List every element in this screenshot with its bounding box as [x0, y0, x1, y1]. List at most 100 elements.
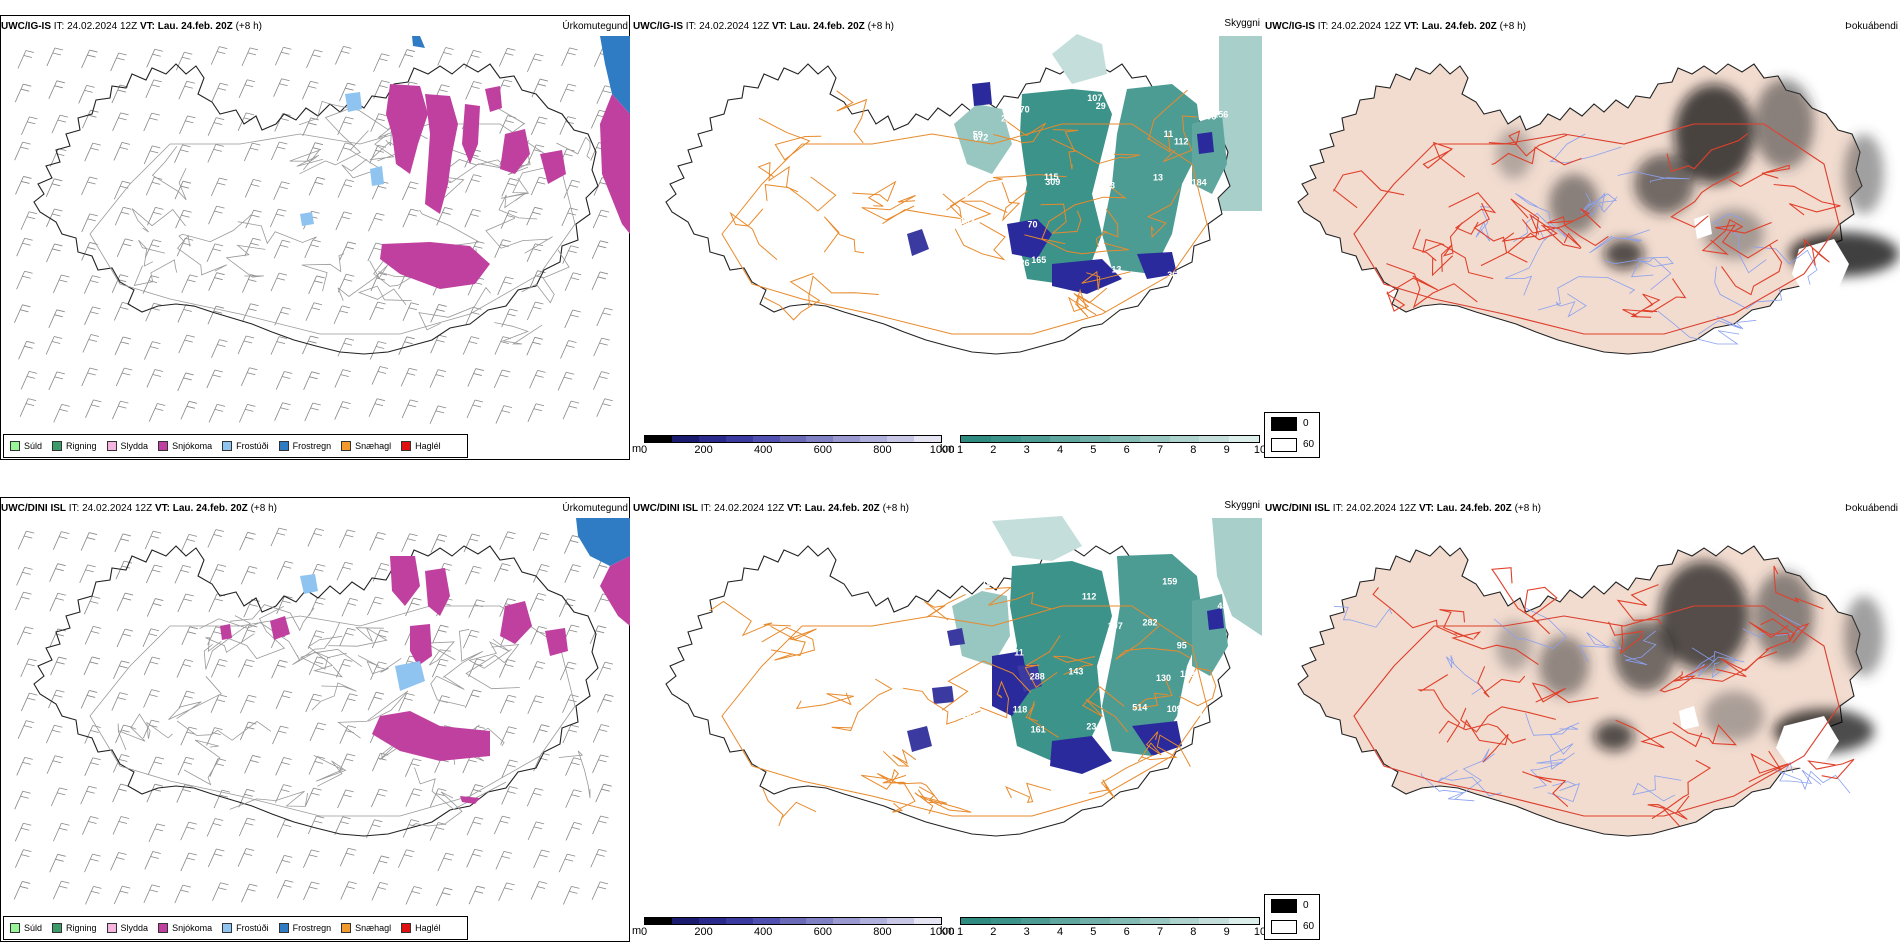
colorbar-swatch [645, 918, 672, 924]
road-line [500, 166, 551, 199]
snow-area [600, 94, 630, 234]
visibility-value-label: 23 [1086, 722, 1096, 732]
road-line [980, 680, 1010, 719]
colorbar-swatch [1229, 436, 1259, 442]
visibility-area [1102, 554, 1204, 756]
wind-barb [336, 561, 354, 581]
wind-barb [468, 885, 486, 905]
wind-barb [244, 179, 262, 198]
wind-barb [593, 371, 610, 390]
road-line [1477, 666, 1526, 698]
road-line [485, 217, 553, 254]
road-line [1504, 240, 1545, 296]
colorbar-tick-label: 8 [1190, 444, 1197, 456]
wind-barb [48, 689, 65, 709]
wind-barb [526, 336, 543, 356]
wind-barb [559, 661, 577, 681]
ceiling-area [1137, 252, 1177, 279]
legend-swatch [278, 441, 289, 451]
legend-swatch [10, 441, 20, 451]
colorbar-swatch [1109, 436, 1140, 442]
wind-barb [114, 533, 131, 553]
ceiling-area [1197, 132, 1214, 154]
visibility-value-label: 206 [1201, 112, 1216, 122]
wind-barb [276, 595, 293, 615]
road-line [852, 180, 897, 207]
road-line [1075, 288, 1107, 318]
wind-barb [591, 881, 609, 901]
colorbar-tick-label: 6 [1123, 926, 1130, 938]
wind-barb [45, 336, 63, 355]
legend-swatch [52, 923, 63, 933]
wind-barb [175, 209, 192, 229]
wind-barb [367, 596, 384, 616]
road-line [1589, 229, 1650, 254]
snow-area [545, 628, 568, 656]
wind-barb [337, 337, 355, 357]
visibility-value-label: 29 [1096, 101, 1106, 111]
wind-barb [113, 142, 131, 161]
colorbar-ticks: 0 200 400 600 800 1000 [640, 444, 954, 456]
wind-barb [498, 659, 516, 678]
road-line [1515, 193, 1567, 238]
wind-barb [111, 692, 128, 711]
road-line [1524, 586, 1558, 635]
wind-barb [144, 239, 162, 258]
road-line [1333, 170, 1405, 209]
wind-barb [240, 694, 257, 714]
wind-barb [277, 879, 294, 899]
visibility-value-label: 25 [1192, 708, 1202, 718]
wind-barb [467, 368, 484, 387]
fog-clear-area [1694, 214, 1712, 239]
road-line [1488, 130, 1568, 157]
legend-item: Súld [10, 441, 42, 451]
panel-title: Skyggni [1224, 18, 1260, 29]
lead-time: (+8 h) [1499, 21, 1526, 32]
model-row-ig-is: UWC/IG-IS IT: 24.02.2024 12Z VT: Lau. 24… [0, 0, 1900, 470]
colorbar-swatch [806, 436, 834, 442]
road-line [468, 638, 512, 669]
visibility-area [954, 104, 1012, 174]
road-line [1773, 183, 1841, 216]
colorbar-swatch [887, 918, 915, 924]
colorbar-tick-label: 0 [640, 444, 648, 456]
wind-barb [207, 848, 225, 868]
road-line [1475, 206, 1491, 242]
wind-barb [338, 529, 356, 549]
model-name: UWC/IG-IS [633, 21, 683, 32]
wind-barb [180, 726, 197, 746]
legend-label: Slydda [120, 441, 149, 451]
wind-barb [144, 341, 161, 360]
wind-barb [110, 852, 127, 871]
wind-barb [16, 237, 33, 257]
wind-barb [528, 661, 546, 680]
road-line [1701, 219, 1744, 255]
legend-label: Rigning [66, 441, 97, 451]
road-line [831, 678, 893, 732]
road-line [1451, 631, 1539, 666]
wind-barb [309, 596, 326, 616]
wind-barb [270, 141, 288, 161]
visibility-value-label: 103 [982, 578, 997, 588]
wind-barb [177, 304, 194, 323]
wind-barb [111, 274, 129, 293]
wind-barb [400, 367, 418, 387]
visibility-value-label: 309 [1045, 177, 1060, 187]
road-line [1417, 674, 1461, 743]
road-line [1685, 655, 1745, 681]
visibility-value-label: 107 [1108, 621, 1123, 631]
road-line [861, 194, 916, 221]
road-line [176, 234, 227, 276]
wind-barb [146, 48, 163, 68]
wind-barb [402, 302, 420, 321]
legend-item: Frostúði [222, 923, 269, 933]
visibility-value-label: 112 [1082, 591, 1097, 601]
road-line [1698, 316, 1757, 335]
fog-clear-area [1792, 239, 1849, 299]
precip-map [13, 518, 630, 906]
wind-barb [143, 689, 160, 708]
colorbar-swatch [725, 436, 753, 442]
colorbar-swatch [1229, 918, 1259, 924]
legend-swatch-low [1271, 920, 1297, 934]
legend-label: Haglél [415, 441, 441, 451]
